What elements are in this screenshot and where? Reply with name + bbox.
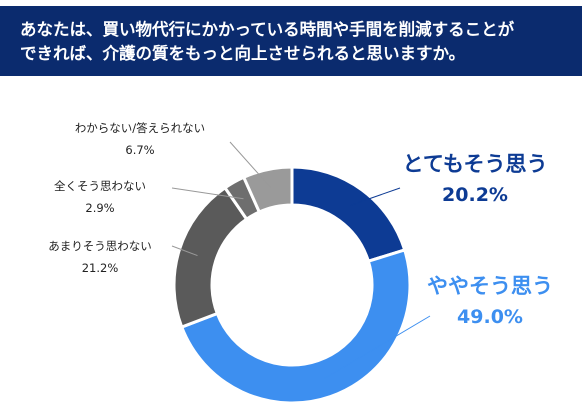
category-label: あまりそう思わない [48,239,152,253]
leader-dont-know [229,141,272,189]
question-line-1: あなたは、買い物代行にかかっている時間や手間を削減することが [20,20,515,39]
label-not-at-all: 全くそう思わない 2.9% [30,178,170,216]
value-label: 20.2% [442,184,508,206]
category-label: ややそう思う [427,274,553,298]
slice-very-much [290,165,407,264]
category-label: わからない/答えられない [74,121,206,135]
question-header: あなたは、買い物代行にかかっている時間や手間を削減することが できれば、介護の質… [0,6,582,76]
value-label: 49.0% [457,306,523,328]
category-label: とてもそう思う [402,152,548,176]
value-label: 21.2% [81,261,119,275]
question-line-2: できれば、介護の質をもっと向上させられると思いますか。 [20,44,466,63]
label-somewhat: ややそう思う 49.0% [410,270,570,328]
slice-dont-know [241,165,294,214]
label-dont-know: わからない/答えられない 6.7% [50,120,230,158]
leader-not-much [171,245,198,257]
slice-not-much [172,185,249,329]
leader-very-much [350,187,401,206]
label-not-much: あまりそう思わない 21.2% [30,238,170,276]
leader-not-at-all [171,187,244,200]
category-label: 全くそう思わない [54,179,146,193]
leader-somewhat [324,315,431,379]
slice-somewhat [179,248,412,405]
value-label: 2.9% [85,201,115,215]
value-label: 6.7% [125,143,155,157]
label-very-much: とてもそう思う 20.2% [395,148,555,206]
